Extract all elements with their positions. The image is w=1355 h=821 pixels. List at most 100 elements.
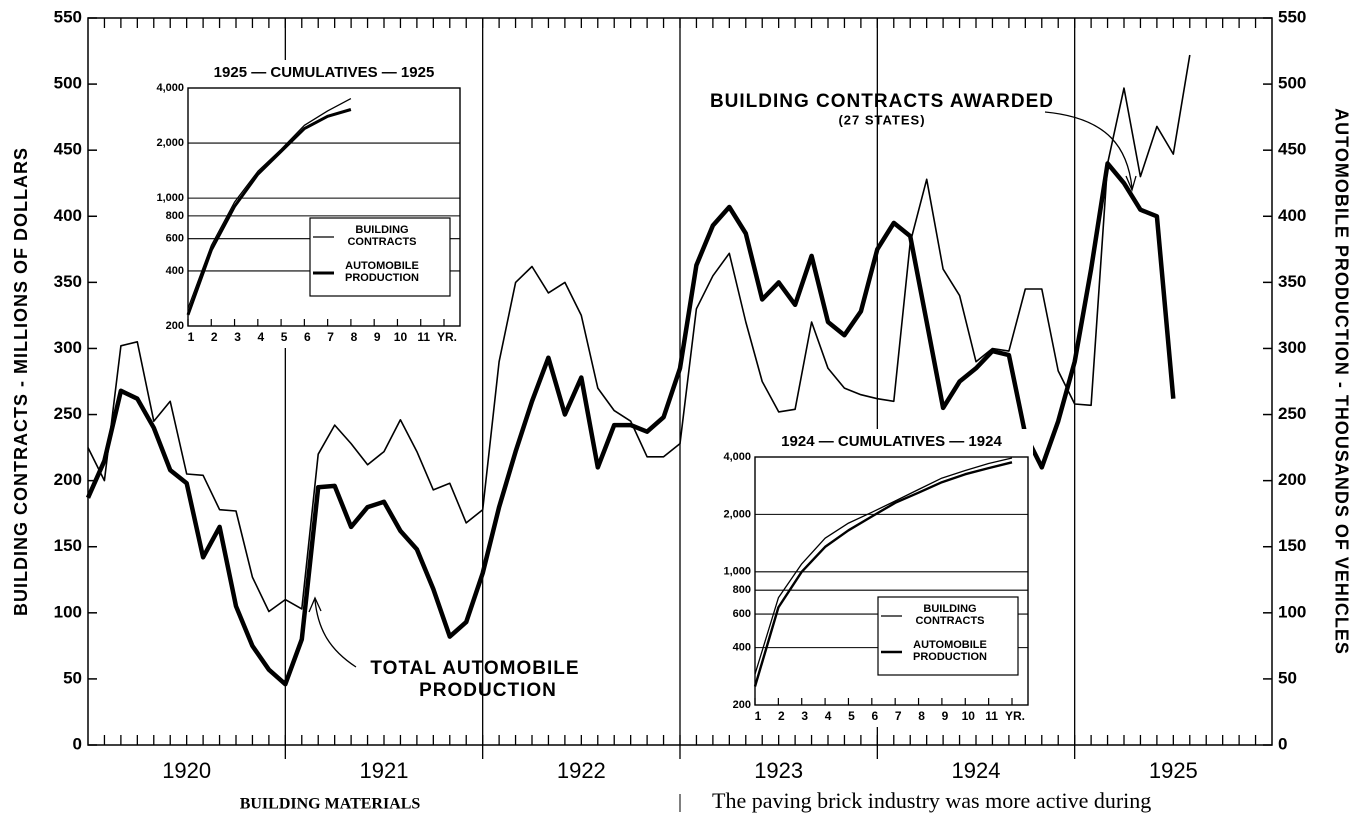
series-line: [753, 461, 1013, 687]
x-tick-label: 3: [801, 709, 808, 723]
legend-entry: BUILDING CONTRACTS: [915, 603, 985, 627]
x-tick-label: 1921: [360, 758, 409, 783]
y-tick-label: 550: [54, 7, 82, 26]
x-tick-label: 10: [962, 709, 976, 723]
series-line: [87, 54, 1191, 613]
annotation-arrow: [1044, 111, 1133, 189]
y-tick-label: 1,000: [723, 566, 751, 578]
y-tick-label: 200: [166, 320, 184, 332]
y-tick-label: 4,000: [723, 451, 751, 463]
legend-label: BUILDING CONTRACTS: [915, 603, 985, 627]
y-tick-label: 100: [54, 602, 82, 621]
arrow-head: [1125, 175, 1137, 192]
x-tick-label: 7: [895, 709, 902, 723]
x-tick-label: 3: [234, 330, 241, 344]
inset-title: 1924 — CUMULATIVES — 1924: [781, 433, 1002, 450]
x-tick-label: 4: [825, 709, 832, 723]
x-tick-label: 6: [871, 709, 878, 723]
y2-tick-label: 250: [1278, 404, 1306, 423]
x-tick-label: YR.: [437, 330, 457, 344]
legend-label: BUILDING CONTRACTS: [347, 224, 417, 248]
x-tick-label: 2: [211, 330, 218, 344]
legend-box: [309, 217, 451, 297]
y2-tick-label: 400: [1278, 206, 1306, 225]
y-tick-label: 300: [54, 338, 82, 357]
inset-title: 1925 — CUMULATIVES — 1925: [214, 64, 435, 81]
series-line: [754, 457, 1013, 675]
y-tick-label: 200: [733, 699, 751, 711]
x-tick-label: YR.: [1005, 709, 1025, 723]
annotation: BUILDING CONTRACTS AWARDED: [710, 91, 1054, 112]
x-tick-label: 1922: [557, 758, 606, 783]
x-tick-label: 11: [985, 709, 998, 723]
y-tick-label: 150: [54, 536, 82, 555]
annotation: PRODUCTION: [419, 680, 557, 701]
x-tick-label: 1: [188, 330, 195, 344]
y-tick-label: 250: [54, 404, 82, 423]
x-tick-label: 9: [374, 330, 381, 344]
y-tick-label: 400: [54, 206, 82, 225]
y-tick-label: 2,000: [156, 137, 184, 149]
x-tick-label: 7: [327, 330, 334, 344]
x-tick-label: 9: [942, 709, 949, 723]
annotation-arrow: [314, 599, 357, 668]
y2-tick-label: 0: [1278, 734, 1287, 753]
y-tick-label: 800: [733, 584, 751, 596]
x-tick-label: 8: [918, 709, 925, 723]
legend-entry: AUTOMOBILE PRODUCTION: [913, 639, 987, 663]
legend-entry: BUILDING CONTRACTS: [347, 224, 417, 248]
y-axis-title: BUILDING CONTRACTS - MILLIONS OF DOLLARS: [11, 147, 31, 616]
y-tick-label: 450: [54, 140, 82, 159]
x-tick-label: 5: [281, 330, 288, 344]
y-tick-label: 500: [54, 74, 82, 93]
y-tick-label: 800: [166, 210, 184, 222]
legend-label: AUTOMOBILE PRODUCTION: [345, 260, 419, 284]
x-tick-label: 1924: [952, 758, 1001, 783]
y-tick-label: 400: [733, 642, 751, 654]
inset-background: [710, 429, 1033, 727]
y-tick-label: 350: [54, 272, 82, 291]
y-tick-label: 0: [73, 734, 82, 753]
y2-tick-label: 450: [1278, 140, 1306, 159]
y-tick-label: 2,000: [723, 508, 751, 520]
y2-tick-label: 350: [1278, 272, 1306, 291]
y-tick-label: 200: [54, 470, 82, 489]
y2-tick-label: 150: [1278, 536, 1306, 555]
y2-tick-label: 100: [1278, 602, 1306, 621]
x-tick-label: 8: [351, 330, 358, 344]
x-tick-label: 2: [778, 709, 785, 723]
y2-axis-title: AUTOMOBILE PRODUCTION - THOUSANDS OF VEH…: [1331, 108, 1351, 655]
x-tick-label: 6: [304, 330, 311, 344]
x-tick-label: 1923: [754, 758, 803, 783]
x-tick-label: 4: [257, 330, 264, 344]
series-line: [187, 98, 352, 309]
annotation: TOTAL AUTOMOBILE: [370, 658, 579, 679]
x-tick-label: 10: [394, 330, 408, 344]
y-tick-label: 600: [166, 233, 184, 245]
legend-entry: AUTOMOBILE PRODUCTION: [345, 260, 419, 284]
y2-tick-label: 50: [1278, 668, 1297, 687]
y-tick-label: 600: [733, 608, 751, 620]
y-tick-label: 1,000: [156, 192, 184, 204]
section-heading: BUILDING MATERIALS: [240, 796, 421, 813]
inset-frame: [187, 87, 461, 327]
y-tick-label: 4,000: [156, 82, 184, 94]
series-line: [186, 108, 352, 316]
inset-frame: [754, 456, 1029, 706]
y2-tick-label: 500: [1278, 74, 1306, 93]
y2-tick-label: 200: [1278, 470, 1306, 489]
y-tick-label: 50: [63, 668, 82, 687]
annotation: (27 STATES): [838, 112, 925, 127]
series-line: [85, 161, 1176, 687]
body-text: The paving brick industry was more activ…: [712, 788, 1151, 813]
y-tick-label: 400: [166, 265, 184, 277]
x-tick-label: 11: [417, 330, 430, 344]
y2-tick-label: 300: [1278, 338, 1306, 357]
legend-box: [877, 596, 1019, 676]
x-tick-label: 5: [848, 709, 855, 723]
x-tick-label: 1: [755, 709, 762, 723]
inset-background: [143, 60, 465, 348]
y2-tick-label: 550: [1278, 7, 1306, 26]
arrow-head: [308, 596, 322, 613]
